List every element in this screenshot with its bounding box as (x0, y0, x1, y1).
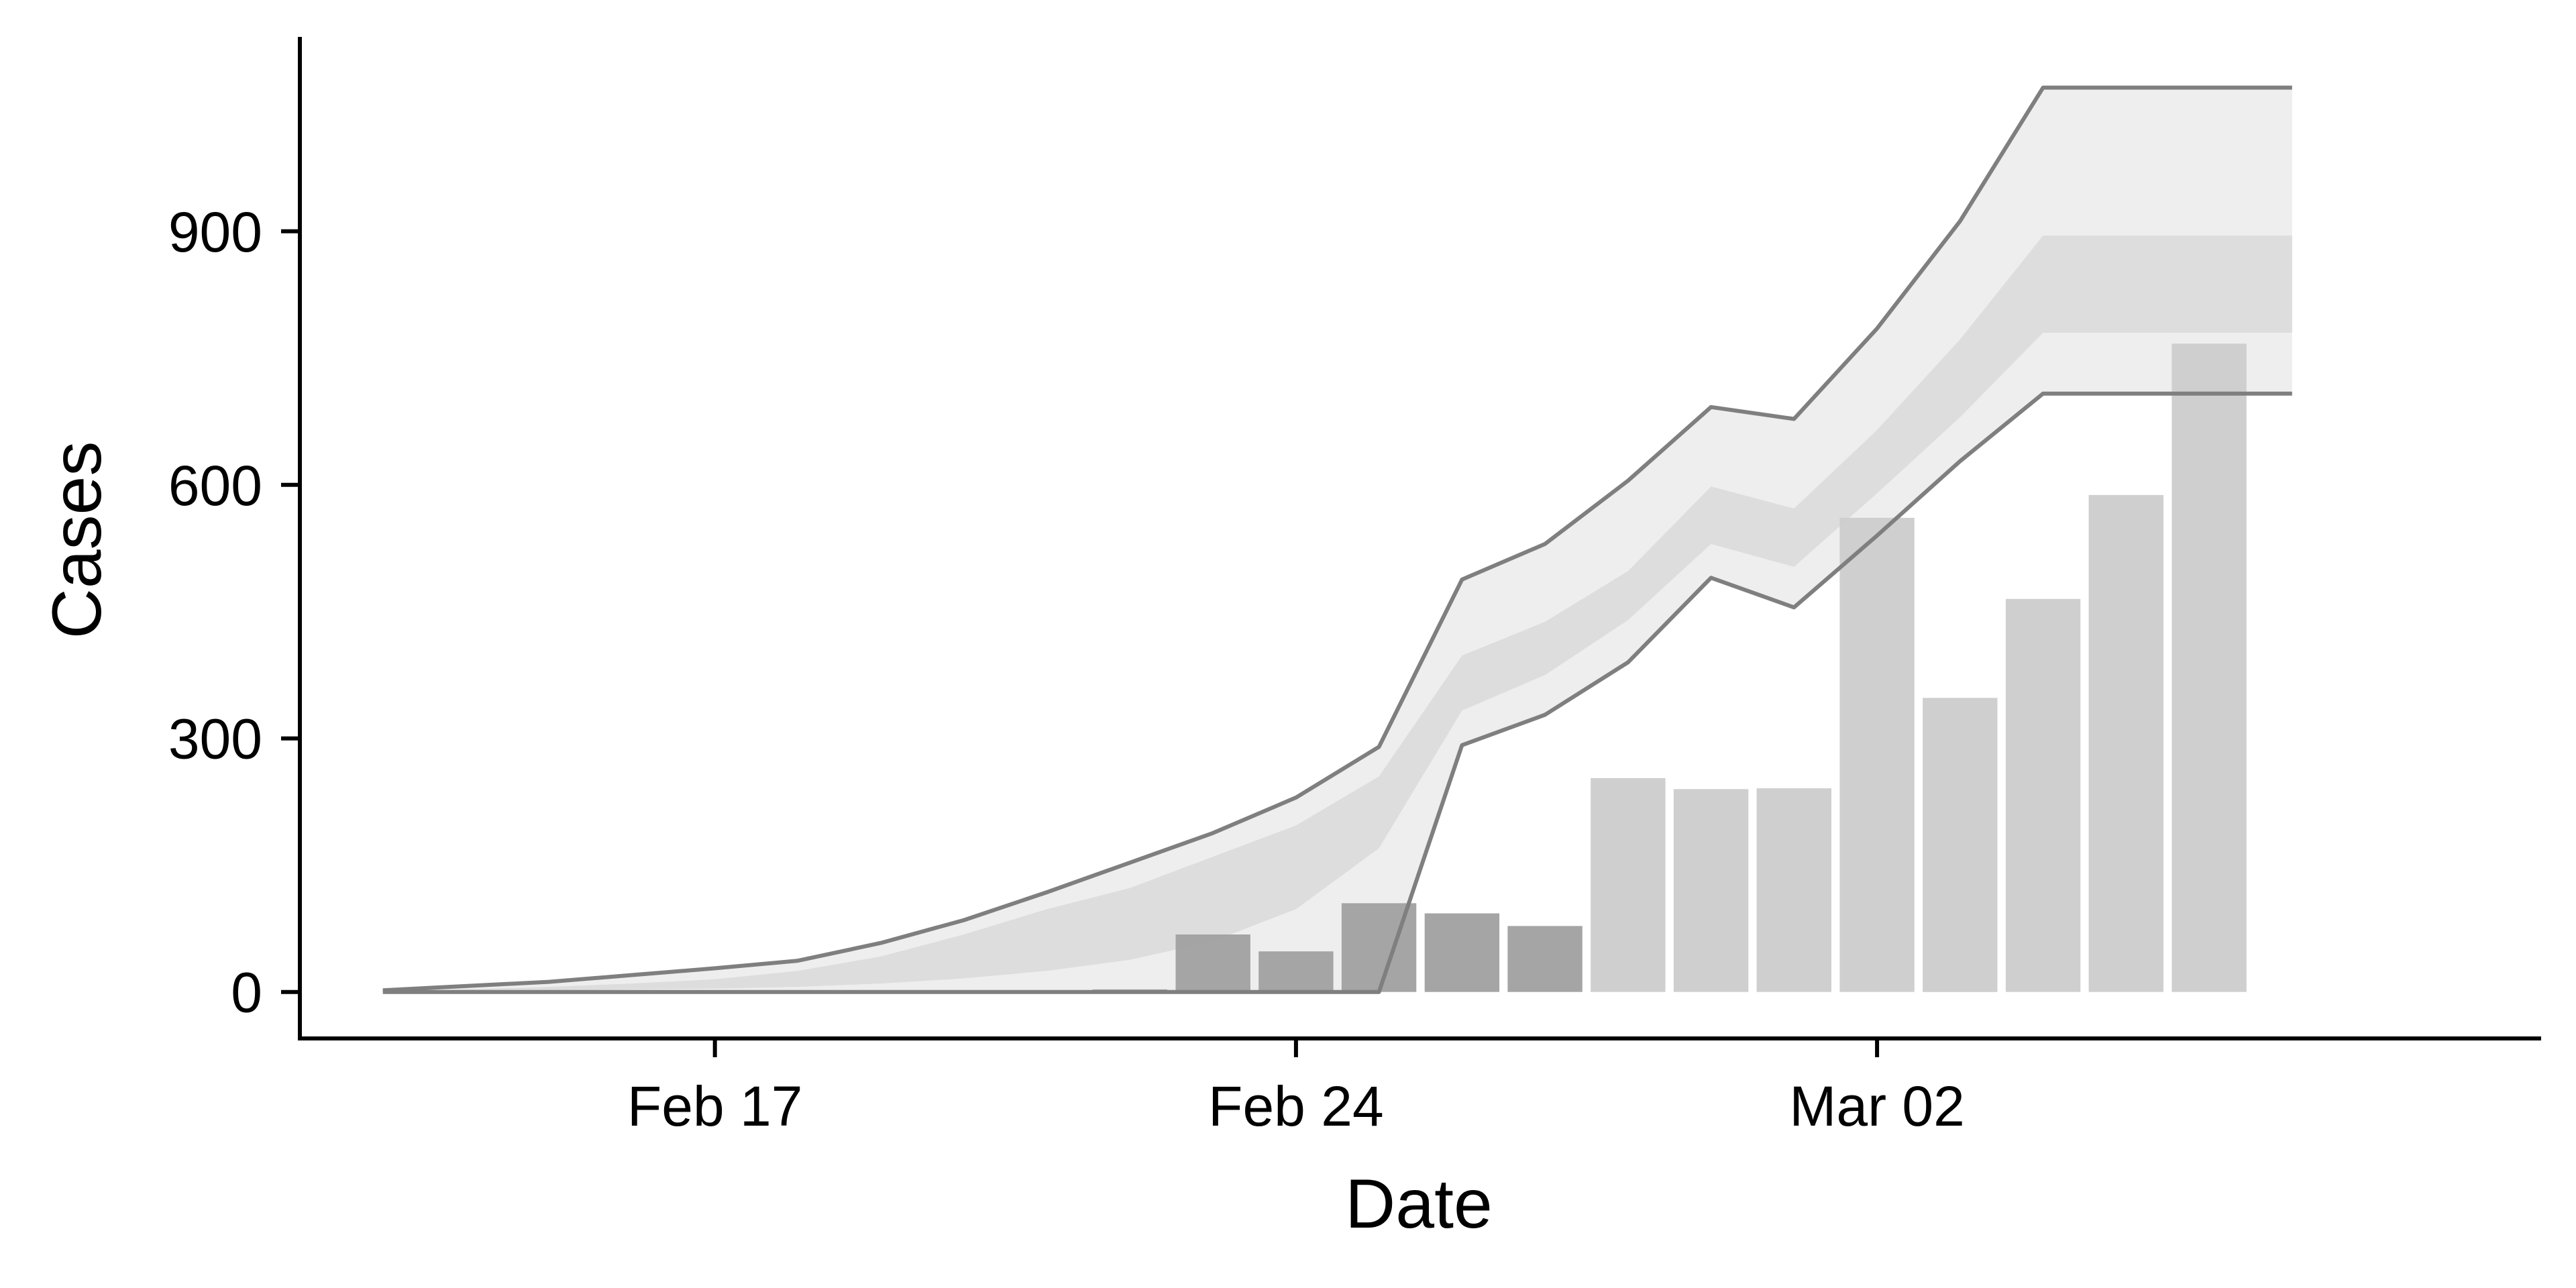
bar-2020-02-28 (1591, 777, 1666, 992)
y-tick-label: 600 (168, 454, 262, 517)
bar-2020-03-06 (2171, 343, 2247, 992)
axes-group (298, 37, 2541, 1040)
bar-2020-02-27 (1507, 926, 1582, 992)
y-ticks-group: 0 300 600 900 (168, 201, 300, 1024)
x-axis-title: Date (1345, 1165, 1493, 1243)
bar-2020-03-05 (2088, 494, 2163, 992)
bar-2020-03-02 (1839, 517, 1915, 992)
bars-group (1092, 343, 2247, 992)
y-tick-label: 900 (168, 201, 262, 264)
bar-2020-03-03 (1923, 698, 1998, 992)
x-tick-label: Feb 17 (627, 1075, 803, 1138)
bar-2020-03-01 (1756, 788, 1831, 992)
forecast-bands (382, 87, 2292, 992)
forecast-lower-line (382, 391, 2292, 994)
forecast-upper-line (382, 85, 2292, 993)
bar-2020-02-24 (1258, 951, 1334, 992)
forecast-inner-band (382, 235, 2292, 992)
bar-2020-03-04 (2005, 598, 2081, 992)
y-tick-label: 300 (168, 708, 262, 771)
y-axis-title: Cases (38, 441, 116, 639)
bar-2020-02-29 (1673, 789, 1749, 992)
y-tick-label: 0 (231, 961, 262, 1024)
x-tick-label: Mar 02 (1789, 1075, 1964, 1138)
bar-2020-02-23 (1175, 934, 1250, 992)
forecast-lines (382, 85, 2292, 994)
x-ticks-group: Feb 17 Feb 24 Mar 02 (627, 1038, 1965, 1138)
x-tick-label: Feb 24 (1208, 1075, 1384, 1138)
bar-2020-02-26 (1424, 913, 1500, 992)
